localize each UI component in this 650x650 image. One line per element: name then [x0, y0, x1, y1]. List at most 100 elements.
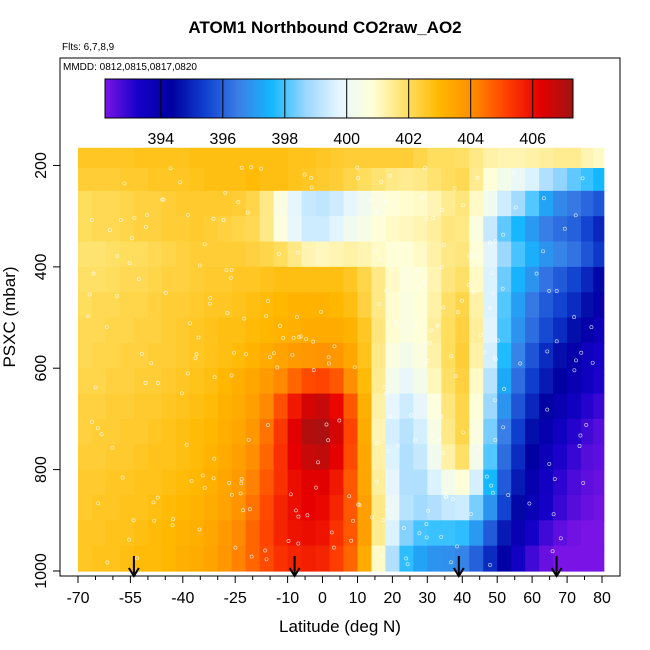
heatmap-cell — [91, 469, 107, 496]
heatmap-cell — [203, 216, 219, 243]
heatmap-cell — [581, 368, 594, 395]
heatmap-cell — [217, 444, 233, 471]
heatmap-cell — [343, 292, 359, 319]
heatmap-cell — [553, 241, 568, 268]
heatmap-cell — [427, 342, 442, 369]
heatmap-cell — [455, 469, 470, 496]
heatmap-cell — [427, 241, 442, 268]
sample-point — [152, 518, 157, 523]
heatmap-cell — [343, 469, 359, 496]
sample-point — [229, 373, 234, 378]
heatmap-cell — [357, 545, 373, 572]
heatmap-cell — [287, 216, 303, 243]
heatmap-cell — [133, 266, 149, 293]
sample-point — [490, 490, 495, 495]
heatmap-cell — [371, 393, 387, 420]
heatmap-cell — [91, 241, 107, 268]
heatmap-cell — [315, 147, 331, 169]
heatmap-cell — [593, 393, 605, 420]
heatmap-cell — [343, 393, 359, 420]
heatmap-cell — [329, 368, 345, 395]
heatmap-cell — [593, 292, 605, 319]
sample-point — [467, 283, 472, 287]
sample-point — [384, 288, 389, 293]
heatmap-cell — [217, 494, 233, 521]
heatmap-cell — [525, 418, 540, 445]
sample-point — [413, 438, 417, 443]
heatmap-cell — [217, 241, 233, 268]
sample-point — [211, 216, 216, 221]
heatmap-cell — [539, 168, 554, 192]
sample-point — [236, 200, 241, 205]
heatmap-cell — [539, 545, 554, 572]
heatmap-cell — [567, 147, 582, 169]
sample-point — [332, 344, 337, 349]
heatmap-cell — [343, 266, 359, 293]
heatmap-cell — [483, 147, 498, 169]
heatmap-cell — [175, 190, 191, 217]
heatmap-cell — [217, 147, 233, 169]
heatmap-cell — [78, 418, 93, 445]
x-tick-label: 40 — [453, 590, 471, 607]
heatmap-cell — [161, 266, 177, 293]
heatmap-cell — [497, 545, 512, 572]
heatmap-cell — [329, 494, 345, 521]
sample-point — [429, 433, 434, 437]
sample-point — [551, 512, 556, 517]
heatmap-cell — [567, 342, 582, 369]
heatmap-cell — [175, 266, 191, 293]
heatmap-cell — [525, 342, 540, 369]
sample-point — [554, 339, 559, 344]
heatmap-cell — [511, 241, 526, 268]
sample-point — [572, 368, 577, 373]
sample-point — [386, 448, 391, 453]
heatmap-cell — [175, 494, 191, 521]
heatmap-cell — [581, 147, 594, 169]
sample-point — [414, 323, 418, 328]
heatmap-cell — [147, 342, 163, 369]
heatmap-cell — [399, 469, 414, 496]
heatmap-cell — [455, 368, 470, 395]
heatmap-cell — [469, 368, 484, 395]
heatmap-cell — [581, 469, 594, 496]
heatmap-cell — [581, 494, 594, 521]
y-tick-label: 200 — [33, 152, 50, 179]
sample-point — [208, 296, 213, 301]
heatmap-cell — [469, 520, 484, 547]
heatmap-cell — [161, 342, 177, 369]
heatmap-cell — [105, 216, 121, 243]
heatmap-cell — [203, 469, 219, 496]
heatmap-cell — [231, 317, 247, 344]
sample-point — [194, 352, 199, 357]
heatmap-cell — [203, 292, 219, 319]
heatmap-cell — [581, 418, 594, 445]
x-tick-label: 60 — [523, 590, 541, 607]
sample-point — [541, 196, 546, 201]
heatmap-cell — [161, 494, 177, 521]
sample-point — [545, 349, 550, 354]
heatmap-cell — [525, 266, 540, 293]
heatmap-cell — [511, 393, 526, 420]
heatmap-cell — [259, 368, 275, 395]
heatmap-cell — [273, 168, 289, 192]
heatmap-cell — [371, 342, 387, 369]
heatmap-cell — [441, 418, 456, 445]
heatmap-cell — [385, 494, 400, 521]
sample-point — [374, 479, 379, 484]
sample-point — [379, 553, 384, 558]
sample-point — [89, 217, 94, 222]
heatmap-cell — [399, 292, 414, 319]
heatmap-cell — [259, 317, 275, 344]
heatmap-cell — [161, 190, 177, 217]
sample-point — [229, 268, 234, 272]
sample-point — [279, 207, 284, 212]
sample-point — [460, 203, 465, 208]
heatmap-cell — [553, 368, 568, 395]
heatmap-cell — [385, 168, 400, 192]
heatmap-cell — [301, 216, 317, 243]
heatmap-cell — [497, 292, 512, 319]
sample-point — [393, 319, 398, 324]
sample-point — [311, 368, 316, 373]
x-tick-label: 0 — [318, 590, 327, 607]
heatmap-cell — [189, 292, 205, 319]
